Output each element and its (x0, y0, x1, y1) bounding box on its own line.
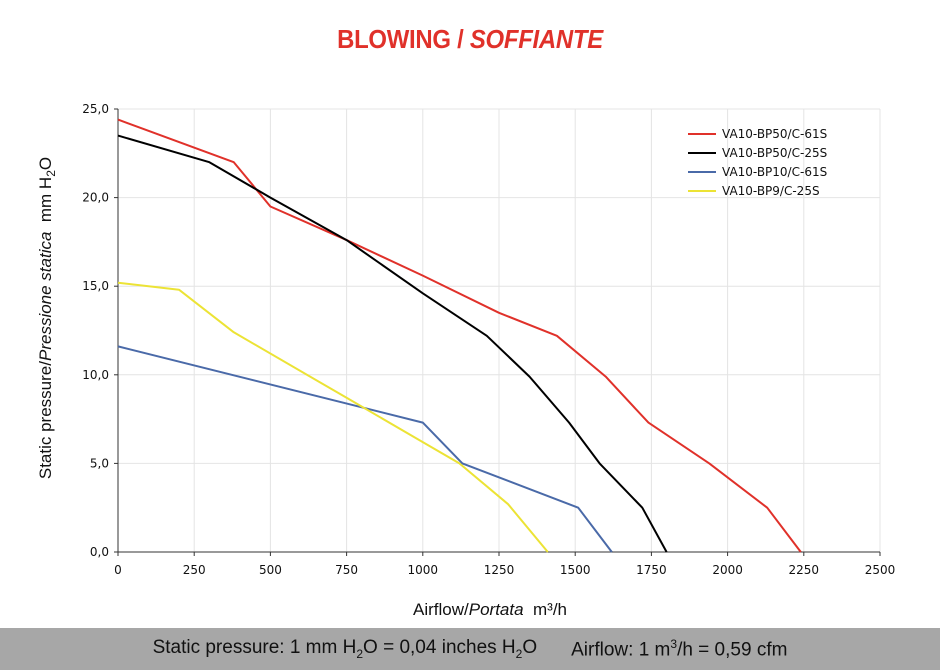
y-tick-label: 15,0 (82, 279, 109, 293)
pressure-conversion-text: Static pressure: 1 mm H (152, 637, 357, 659)
y-tick-label: 5,0 (90, 456, 109, 470)
y-axis-label-italic: Pressione statica (35, 231, 55, 362)
x-axis-label-italic: Portata (468, 600, 524, 619)
pressure-conversion-sub2: 2 (515, 646, 523, 661)
series-line-3 (117, 345, 613, 553)
pressure-conversion-sub: 2 (356, 646, 364, 661)
chart-title-sep: / (450, 24, 470, 54)
chart-title-italic: SOFFIANTE (469, 24, 603, 54)
legend-label-2: VA10-BP50/C-25S (722, 146, 827, 160)
chart-title: BLOWING / SOFFIANTE (38, 24, 903, 55)
x-tick-label: 0 (114, 563, 122, 577)
pressure-conversion-mid: O = 0,04 inches H (363, 637, 516, 659)
pressure-conversion-end: O (522, 637, 538, 659)
x-tick-label: 2250 (789, 563, 820, 577)
legend-label-3: VA10-BP10/C-61S (722, 165, 827, 179)
y-axis-label-main: Static pressure (35, 365, 55, 480)
x-tick-label: 1500 (560, 563, 591, 577)
legend: VA10-BP50/C-61S VA10-BP50/C-25S VA10-BP10/… (688, 127, 827, 198)
tick-labels: 0 250 500 750 1000 1250 1500 1750 2000 2250 2500 0,… (82, 102, 895, 577)
y-axis-label: Static pressure/Pressione statica mm H2O (35, 156, 59, 480)
x-tick-label: 2500 (865, 563, 896, 577)
x-tick-label: 2000 (712, 563, 743, 577)
legend-label-1: VA10-BP50/C-61S (722, 127, 827, 141)
x-axis-label-main: Airflow (412, 600, 465, 619)
airflow-conversion-end: /h = 0,59 cfm (677, 639, 788, 661)
airflow-conversion-text: Airflow: 1 m (571, 639, 671, 661)
x-tick-label: 1750 (636, 563, 667, 577)
x-tick-label: 500 (259, 563, 282, 577)
series-lines (117, 118, 802, 553)
y-tick-label: 0,0 (90, 545, 109, 559)
airflow-conversion: Airflow: 1 m3/h = 0,59 cfm (571, 637, 787, 661)
y-tick-label: 10,0 (82, 368, 109, 382)
y-axis-unit-tail: O (35, 156, 55, 171)
y-axis-unit: mm H (35, 176, 55, 223)
conversion-footer: Static pressure: 1 mm H2O = 0,04 inches … (0, 628, 940, 670)
y-tick-label: 25,0 (82, 102, 109, 116)
x-axis-unit: m³/h (533, 600, 568, 619)
series-line-1 (117, 118, 802, 553)
pressure-conversion: Static pressure: 1 mm H2O = 0,04 inches … (153, 637, 538, 661)
y-tick-label: 20,0 (82, 191, 109, 205)
x-tick-label: 1000 (408, 563, 439, 577)
x-tick-label: 1250 (484, 563, 515, 577)
x-axis-label: Airflow/Portata m³/h (412, 600, 568, 619)
series-line-4 (117, 281, 549, 553)
axes (114, 108, 881, 556)
x-tick-label: 250 (183, 563, 206, 577)
x-tick-label: 750 (335, 563, 358, 577)
series-line-2 (117, 134, 668, 553)
chart-title-main: BLOWING (337, 24, 451, 54)
airflow-conversion-sup: 3 (670, 636, 678, 651)
legend-label-4: VA10-BP9/C-25S (722, 184, 820, 198)
y-axis-unit-sub: 2 (44, 170, 59, 177)
